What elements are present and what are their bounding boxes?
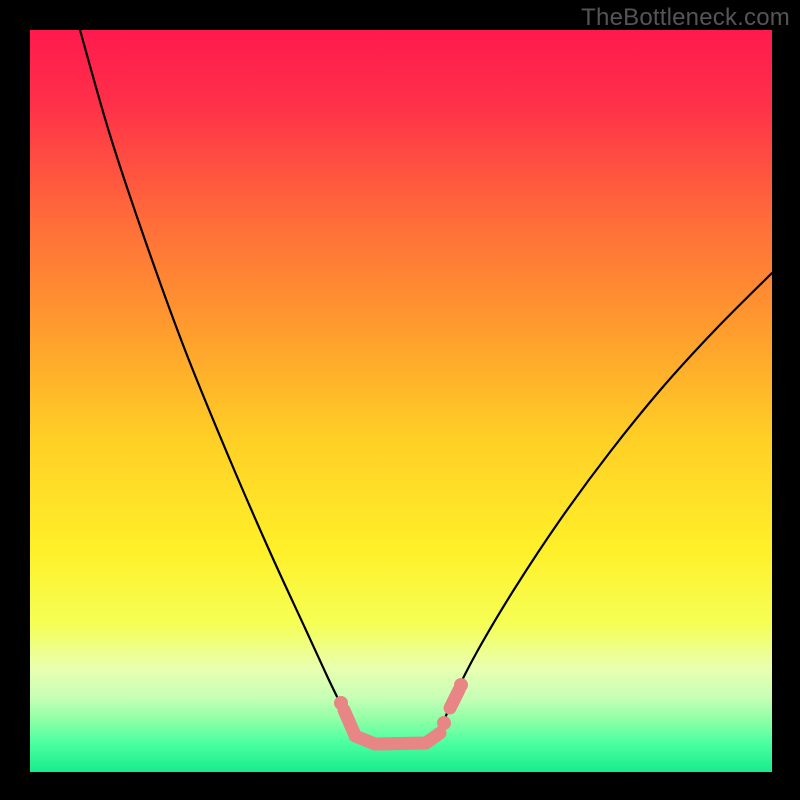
bottom-dot-1 (437, 716, 451, 730)
bottom-segment-4 (450, 690, 459, 708)
bottom-segment-3 (426, 733, 440, 743)
chart-container: TheBottleneck.com (0, 0, 800, 800)
bottom-dot-0 (334, 696, 348, 710)
bottom-dot-2 (454, 678, 468, 692)
watermark-label: TheBottleneck.com (581, 4, 790, 32)
bottom-segment-2 (378, 743, 425, 744)
chart-gradient-bg (30, 30, 772, 772)
bottleneck-chart (0, 0, 800, 800)
bottom-segment-0 (344, 710, 354, 733)
